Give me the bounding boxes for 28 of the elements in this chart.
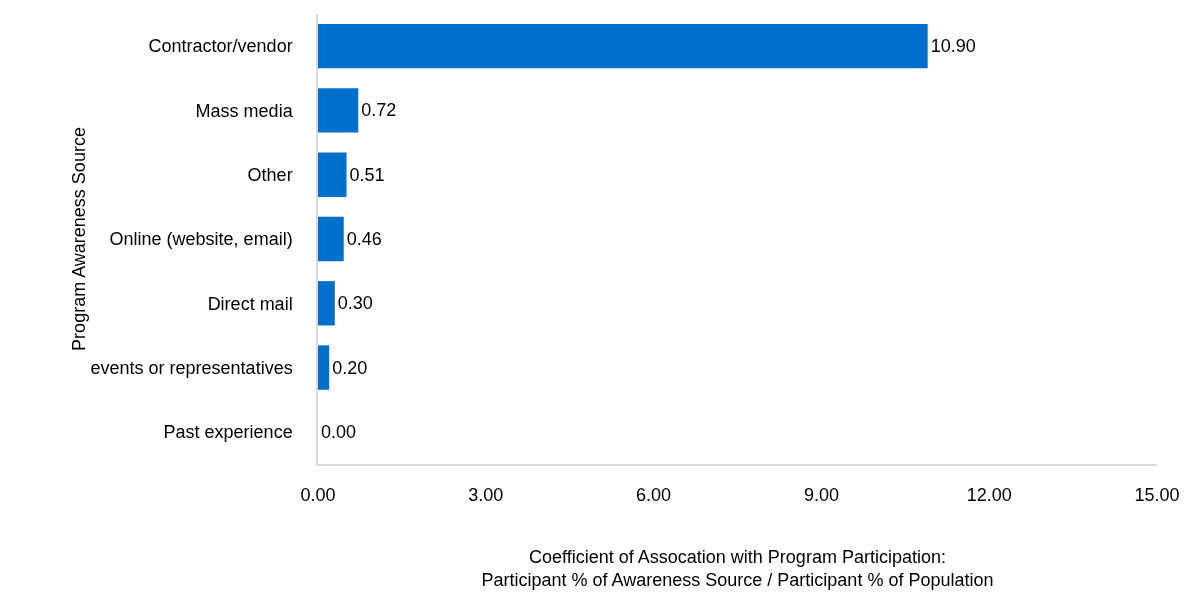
- data-label: 0.00: [321, 421, 357, 442]
- x-tick-label: 15.00: [1134, 485, 1180, 506]
- y-tick-label: events or representatives: [90, 357, 293, 378]
- y-tick-label: Other: [247, 165, 293, 186]
- x-axis-title: Coefficient of Assocation with Program Participation: Participant % of Awareness Source / Participant % of Population: [481, 546, 994, 591]
- data-label: 10.90: [930, 36, 976, 57]
- y-tick-label: Mass media: [195, 100, 294, 121]
- x-tick-label: 0.00: [300, 485, 336, 506]
- y-tick-label: Contractor/vendor: [148, 36, 293, 57]
- bar: [318, 345, 330, 390]
- data-label: 0.46: [346, 229, 382, 249]
- y-tick-label: Direct mail: [207, 293, 293, 314]
- x-tick-label: 12.00: [966, 485, 1012, 506]
- data-label: 0.72: [361, 100, 397, 121]
- bar: [318, 281, 335, 326]
- data-label: 0.51: [349, 164, 385, 185]
- bar: [318, 152, 347, 197]
- data-label: 0.30: [337, 293, 373, 314]
- y-tick-label: Online (website, email): [109, 229, 293, 250]
- bar: [318, 88, 359, 133]
- bar: [318, 23, 928, 69]
- x-tick-label: 3.00: [468, 485, 504, 506]
- y-axis-title: Program Awareness Source: [69, 127, 90, 351]
- y-tick-label: Past experience: [163, 422, 293, 443]
- x-tick-label: 9.00: [803, 485, 839, 506]
- bar: [318, 216, 344, 262]
- data-label: 0.20: [332, 357, 368, 378]
- x-tick-label: 6.00: [636, 485, 672, 506]
